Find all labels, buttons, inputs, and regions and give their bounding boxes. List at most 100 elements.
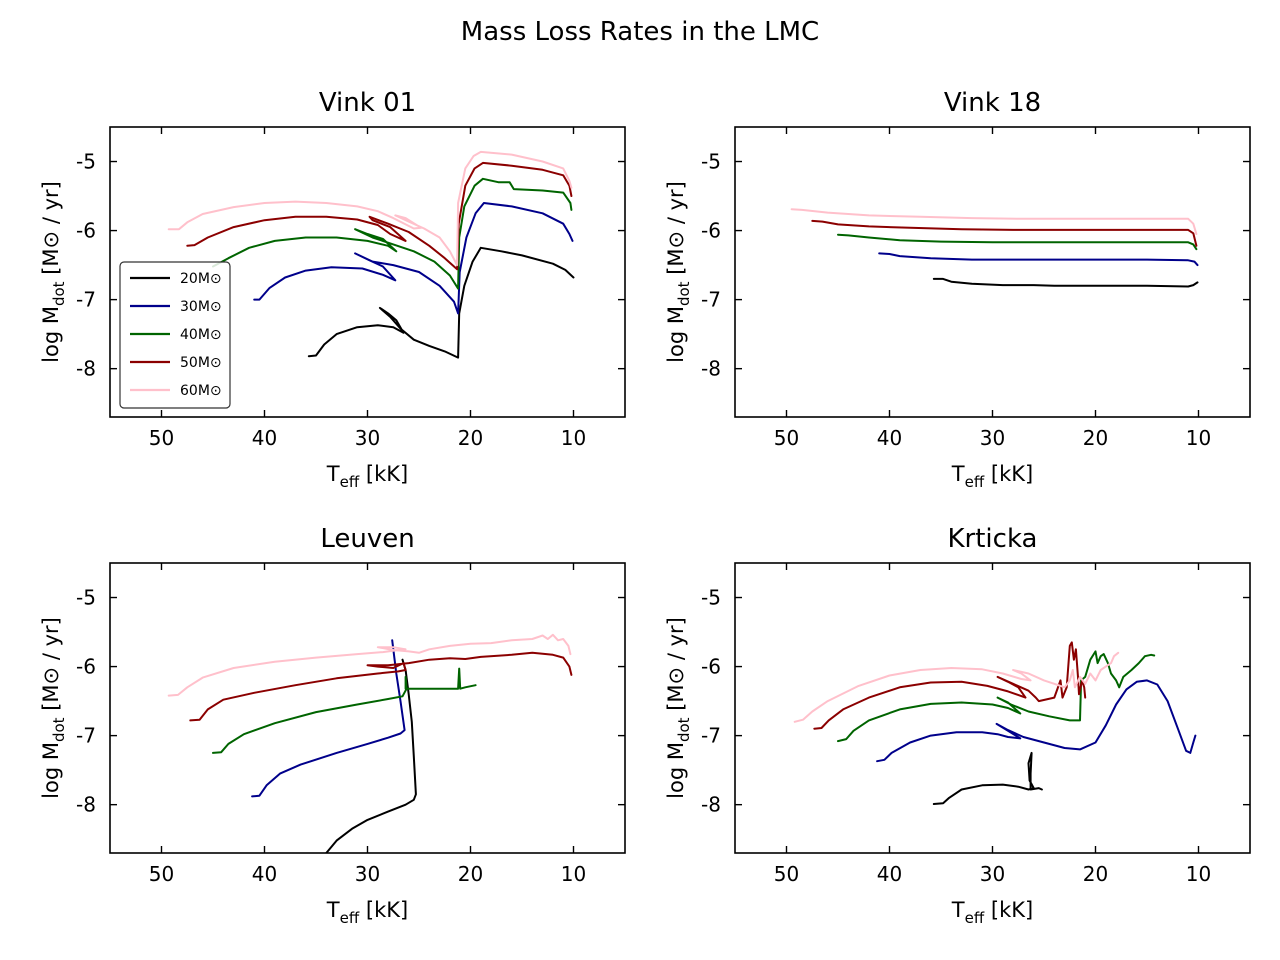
panel-vink-01: Vink 01 50 40 30 20 10 -5 -6 -7 -8 Teff [kK] log Md… — [39, 88, 626, 491]
y-tick-label: -5 — [76, 150, 96, 174]
y-tick-label: -6 — [701, 219, 721, 243]
legend-label: 20M⊙ — [180, 271, 222, 287]
y-axis-label-unit: [M⊙ / yr] — [664, 181, 688, 281]
x-tick-label: 30 — [355, 862, 380, 886]
y-tick-label: -8 — [701, 793, 721, 817]
y-tick-label: -7 — [76, 724, 96, 748]
y-axis-label-unit: [M⊙ / yr] — [39, 181, 63, 281]
x-axis-label: Teff [kK] — [951, 462, 1033, 491]
x-axis-label-main: T — [951, 462, 965, 486]
series-line-40m — [212, 177, 573, 290]
legend-label: 40M⊙ — [180, 327, 222, 343]
series-line-40m — [212, 667, 477, 754]
series-line-60m — [790, 208, 1198, 235]
x-tick-label: 40 — [877, 862, 902, 886]
y-axis-label-main: log M — [664, 742, 688, 799]
x-tick-label: 30 — [355, 426, 380, 450]
x-axis-label-sub: eff — [965, 909, 985, 927]
y-axis-label-unit: [M⊙ / yr] — [664, 617, 688, 717]
x-tick-label: 50 — [149, 862, 174, 886]
x-tick-label: 50 — [774, 862, 799, 886]
y-axis-label-main: log M — [664, 306, 688, 363]
x-tick-label: 20 — [1083, 862, 1108, 886]
series-line-30m — [878, 252, 1199, 267]
series-group — [167, 150, 575, 359]
panel-title: Krticka — [948, 524, 1038, 554]
x-tick-label: 10 — [561, 862, 586, 886]
series-line-40m — [837, 650, 1156, 743]
series-line-60m — [167, 633, 572, 697]
y-axis-label-unit: [M⊙ / yr] — [39, 617, 63, 717]
y-tick-label: -6 — [76, 655, 96, 679]
legend: 20M⊙ 30M⊙ 40M⊙ 50M⊙ 60M⊙ — [119, 261, 231, 409]
x-tick-label: 40 — [252, 426, 277, 450]
y-tick-label: -6 — [701, 655, 721, 679]
y-axis-label: log Mdot [M⊙ / yr] — [664, 617, 693, 799]
series-line-50m — [811, 219, 1198, 247]
panel-title: Vink 18 — [944, 88, 1041, 118]
y-tick-label: -7 — [701, 724, 721, 748]
series-line-60m — [167, 150, 573, 267]
x-axis-label-unit: [kK] — [359, 462, 408, 486]
y-axis-label-sub: dot — [675, 717, 693, 742]
y-axis-label: log Mdot [M⊙ / yr] — [39, 617, 68, 799]
y-axis-label-sub: dot — [50, 717, 68, 742]
x-axis-label: Teff [kK] — [951, 898, 1033, 927]
series-line-30m — [253, 202, 574, 315]
panel-leuven: Leuven 50 40 30 20 10 -5 -6 -7 -8 Teff [kK] log Mdo… — [39, 524, 626, 927]
y-axis-label: log Mdot [M⊙ / yr] — [39, 181, 68, 363]
x-axis-label: Teff [kK] — [326, 462, 408, 491]
series-line-30m — [251, 639, 406, 798]
y-tick-label: -5 — [76, 586, 96, 610]
series-group — [793, 641, 1197, 805]
series-group — [790, 208, 1199, 288]
y-axis-label: log Mdot [M⊙ / yr] — [664, 181, 693, 363]
legend-label: 30M⊙ — [180, 299, 222, 315]
panel-vink-18: Vink 18 50 40 30 20 10 -5 -6 -7 -8 Teff [kK] log Md… — [664, 88, 1251, 491]
y-tick-label: -8 — [701, 357, 721, 381]
series-line-20m — [932, 751, 1043, 805]
series-line-50m — [186, 161, 573, 271]
y-axis-label-sub: dot — [50, 281, 68, 306]
x-axis-label-main: T — [951, 898, 965, 922]
x-tick-label: 20 — [1083, 426, 1108, 450]
x-tick-label: 10 — [561, 426, 586, 450]
series-line-30m — [876, 679, 1197, 763]
x-axis-label-main: T — [326, 462, 340, 486]
y-tick-label: -8 — [76, 793, 96, 817]
series-line-20m — [325, 658, 417, 853]
x-tick-label: 10 — [1186, 426, 1211, 450]
panel-title: Leuven — [320, 524, 414, 554]
x-axis-label-sub: eff — [965, 473, 985, 491]
legend-label: 50M⊙ — [180, 355, 222, 371]
legend-label: 60M⊙ — [180, 383, 222, 399]
x-axis-label-unit: [kK] — [359, 898, 408, 922]
legend-box — [119, 261, 231, 409]
x-tick-label: 50 — [149, 426, 174, 450]
x-axis-label-sub: eff — [340, 473, 360, 491]
series-line-50m — [189, 651, 573, 722]
x-tick-label: 30 — [980, 426, 1005, 450]
x-axis-label-sub: eff — [340, 909, 360, 927]
y-tick-label: -7 — [701, 288, 721, 312]
x-tick-label: 50 — [774, 426, 799, 450]
panel-title: Vink 01 — [319, 88, 416, 118]
panel-krticka: Krticka 50 40 30 20 10 -5 -6 -7 -8 Teff [kK] log Md… — [664, 524, 1251, 927]
x-axis-label-main: T — [326, 898, 340, 922]
y-tick-label: -6 — [76, 219, 96, 243]
x-tick-label: 40 — [252, 862, 277, 886]
y-axis-label-main: log M — [39, 742, 63, 799]
x-tick-label: 30 — [980, 862, 1005, 886]
x-tick-label: 40 — [877, 426, 902, 450]
figure-title: Mass Loss Rates in the LMC — [461, 17, 819, 47]
x-tick-label: 20 — [458, 426, 483, 450]
x-tick-label: 10 — [1186, 862, 1211, 886]
series-line-50m — [813, 641, 1087, 730]
series-line-60m — [793, 651, 1120, 723]
x-axis-label-unit: [kK] — [984, 898, 1033, 922]
series-line-20m — [932, 277, 1199, 288]
x-tick-label: 20 — [458, 862, 483, 886]
y-tick-label: -8 — [76, 357, 96, 381]
series-line-40m — [837, 233, 1198, 251]
